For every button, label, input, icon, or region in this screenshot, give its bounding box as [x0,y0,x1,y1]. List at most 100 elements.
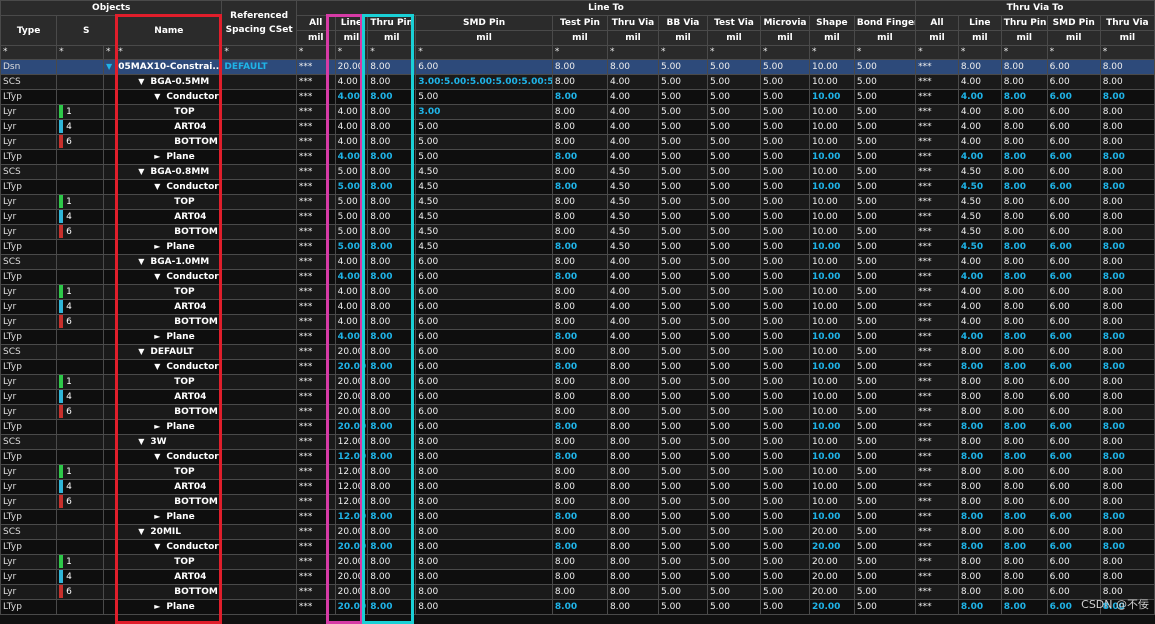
referenced-cset-cell[interactable] [221,269,297,285]
value-cell[interactable]: 8.00 [551,374,608,390]
value-cell[interactable]: *** [915,89,959,105]
collapse-triangle-icon[interactable]: ▼ [138,257,145,266]
value-cell[interactable]: 8.00 [415,494,553,510]
value-cell[interactable]: 8.00 [1099,269,1155,285]
collapse-triangle-icon[interactable]: ▼ [138,437,145,446]
line-to-header[interactable]: Line To [295,0,917,16]
value-cell[interactable]: 6.00 [1046,359,1101,375]
value-cell[interactable]: 5.00 [706,269,762,285]
value-cell[interactable]: 5.00 [706,389,762,405]
value-cell[interactable]: *** [295,299,336,315]
filter-cell[interactable]: * [1046,45,1101,60]
name-cell[interactable]: BOTTOM [115,224,223,240]
value-cell[interactable]: 8.00 [1000,119,1048,135]
value-cell[interactable]: 5.00 [760,494,810,510]
value-cell[interactable]: 8.00 [1099,599,1155,615]
referenced-cset-cell[interactable] [221,284,297,300]
value-cell[interactable]: *** [295,254,336,270]
filter-cell[interactable]: * [334,45,369,60]
name-cell[interactable]: ▼ Conductor [115,89,223,105]
value-cell[interactable]: 8.00 [551,164,608,180]
value-cell[interactable]: 6.00 [1046,164,1101,180]
value-cell[interactable]: 8.00 [957,584,1002,600]
value-cell[interactable]: 8.00 [1099,134,1155,150]
value-cell[interactable]: 8.00 [606,374,659,390]
referenced-cset-cell[interactable]: DEFAULT [221,59,297,75]
value-cell[interactable]: 8.00 [367,119,417,135]
value-cell[interactable]: 10.00 [808,209,855,225]
table-row[interactable]: LTyp ► Plane *** 5.00 8.00 4.50 8.00 4.50 5.00 5.0… [0,239,1155,255]
value-cell[interactable]: 4.50 [957,239,1002,255]
value-cell[interactable]: 8.00 [1099,224,1155,240]
table-row[interactable]: Lyr 6 BOTTOM *** 20.00 8.00 8.00 8.00 8.00 5.00 5.… [0,584,1155,600]
value-cell[interactable]: 4.00 [957,284,1002,300]
value-cell[interactable]: 10.00 [808,494,855,510]
value-cell[interactable]: 20.00 [808,584,855,600]
value-cell[interactable]: 6.00 [1046,404,1101,420]
value-cell[interactable]: 4.00 [957,314,1002,330]
name-cell[interactable]: ► Plane [115,239,223,255]
value-cell[interactable]: 5.00 [853,104,917,120]
value-cell[interactable]: *** [915,179,959,195]
name-cell[interactable]: ► Plane [115,419,223,435]
value-cell[interactable]: 8.00 [1000,194,1048,210]
value-cell[interactable]: 8.00 [1000,434,1048,450]
value-cell[interactable]: 20.00 [334,539,369,555]
value-cell[interactable]: 20.00 [334,59,369,75]
value-cell[interactable]: 8.00 [551,524,608,540]
value-cell[interactable]: 5.00 [657,359,708,375]
value-cell[interactable]: 4.00 [334,329,369,345]
value-cell[interactable]: *** [915,599,959,615]
value-cell[interactable]: *** [295,134,336,150]
value-cell[interactable]: 5.00 [853,284,917,300]
value-cell[interactable]: 4.00 [606,134,659,150]
value-cell[interactable]: 6.00 [1046,119,1101,135]
value-cell[interactable]: 5.00 [853,599,917,615]
value-cell[interactable]: 5.00 [706,434,762,450]
value-cell[interactable]: *** [295,494,336,510]
value-cell[interactable]: 10.00 [808,434,855,450]
table-row[interactable]: Lyr 6 BOTTOM *** 4.00 8.00 5.00 8.00 4.00 5.00 5.0… [0,134,1155,150]
value-cell[interactable]: 8.00 [367,449,417,465]
filter-cell[interactable]: * [221,45,297,60]
filter-cell[interactable]: * [551,45,608,60]
value-cell[interactable]: 8.00 [957,464,1002,480]
value-cell[interactable]: 6.00 [1046,494,1101,510]
value-cell[interactable]: 8.00 [367,554,417,570]
value-cell[interactable]: 5.00 [853,179,917,195]
referenced-cset-cell[interactable] [221,224,297,240]
collapse-triangle-icon[interactable]: ▼ [154,362,161,371]
table-row[interactable]: SCS ▼ DEFAULT *** 20.00 8.00 6.00 8.00 8.00 5.00 5… [0,344,1155,360]
value-cell[interactable]: 8.00 [367,224,417,240]
name-cell[interactable]: ▼ 3W [115,434,223,450]
value-cell[interactable]: 5.00 [853,314,917,330]
value-cell[interactable]: 8.00 [1000,539,1048,555]
value-cell[interactable]: 8.00 [367,584,417,600]
value-cell[interactable]: 8.00 [367,434,417,450]
table-row[interactable]: Lyr 1 TOP *** 12.00 8.00 8.00 8.00 8.00 5.00 5.00 5… [0,464,1155,480]
value-cell[interactable]: 5.00 [760,539,810,555]
value-cell[interactable]: 4.00 [334,314,369,330]
value-cell[interactable]: 5.00 [657,104,708,120]
col-header[interactable]: Thru Via [1099,15,1155,31]
value-cell[interactable]: 5.00 [657,524,708,540]
value-cell[interactable]: 8.00 [415,434,553,450]
referenced-cset-cell[interactable] [221,554,297,570]
value-cell[interactable]: 8.00 [1000,209,1048,225]
name-cell[interactable]: TOP [115,194,223,210]
thru-via-to-header[interactable]: Thru Via To [915,0,1155,16]
value-cell[interactable]: *** [295,539,336,555]
value-cell[interactable]: 6.00 [1046,239,1101,255]
value-cell[interactable]: 8.00 [606,599,659,615]
value-cell[interactable]: *** [915,554,959,570]
value-cell[interactable]: 4.50 [415,224,553,240]
table-row[interactable]: SCS ▼ BGA-1.0MM *** 4.00 8.00 6.00 8.00 4.00 5.00… [0,254,1155,270]
value-cell[interactable]: 5.00 [657,449,708,465]
value-cell[interactable]: *** [295,524,336,540]
value-cell[interactable]: 8.00 [1000,554,1048,570]
value-cell[interactable]: 6.00 [415,389,553,405]
name-cell[interactable]: ART04 [115,209,223,225]
value-cell[interactable]: *** [295,599,336,615]
value-cell[interactable]: 5.00 [706,404,762,420]
value-cell[interactable]: 4.00 [606,299,659,315]
